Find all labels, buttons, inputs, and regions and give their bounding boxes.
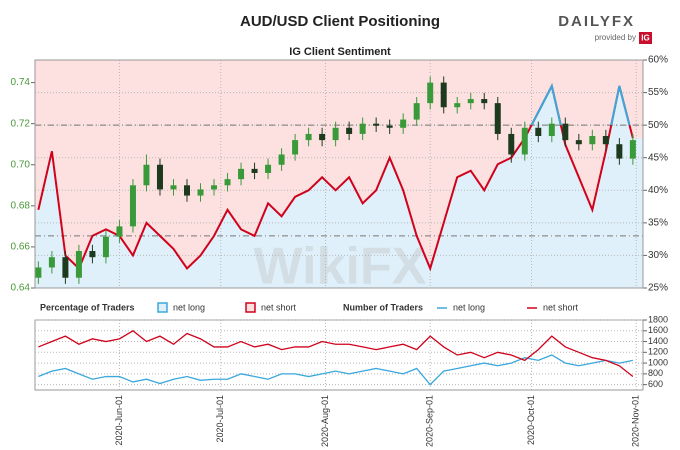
candle-body: [359, 123, 366, 134]
y-tick-label: 0.64: [11, 283, 31, 294]
sentiment-area: [35, 86, 643, 288]
y2-tick-label: 50%: [648, 120, 668, 131]
legend-label: net long: [453, 302, 485, 312]
y-tick-label: 0.68: [11, 200, 31, 211]
candle-body: [521, 127, 528, 155]
legend-swatch: [157, 302, 168, 313]
candle-body: [48, 257, 55, 268]
legend-label: net long: [173, 302, 205, 312]
y-tick-label: 0.66: [11, 242, 31, 253]
candle-body: [332, 127, 339, 141]
candle-body: [184, 185, 190, 196]
candle-body: [89, 251, 96, 258]
chart-subtitle: IG Client Sentiment: [289, 46, 391, 58]
lower-tick-label: 1800: [648, 314, 668, 324]
trader-count-line: [38, 354, 633, 386]
candle-body: [440, 82, 447, 108]
candle-body: [562, 123, 569, 141]
candle-body: [170, 185, 177, 190]
logo-tagline: provided by: [595, 33, 636, 42]
candle-body: [386, 125, 393, 128]
lower-tick-label: 1200: [648, 347, 668, 357]
y2-tick-label: 45%: [648, 152, 668, 163]
x-tick-label: 2020-Jul-01: [215, 395, 225, 443]
candle-body: [535, 127, 542, 136]
candle-body: [508, 133, 515, 155]
candle-body: [62, 257, 69, 278]
candle-body: [602, 136, 609, 145]
legend-label: net short: [261, 302, 297, 312]
candle-body: [467, 99, 474, 104]
legend-title: Number of Traders: [343, 302, 423, 312]
x-tick-label: 2020-Jun-01: [114, 395, 124, 446]
y2-tick-label: 35%: [648, 217, 668, 228]
logo: DAILYFX: [558, 13, 635, 30]
candle-body: [35, 267, 42, 278]
lower-tick-label: 1600: [648, 325, 668, 335]
candle-body: [251, 168, 258, 173]
candle-body: [292, 140, 299, 155]
y2-tick-label: 55%: [648, 87, 668, 98]
candle-body: [305, 133, 312, 141]
candle-body: [548, 123, 555, 136]
y2-tick-label: 60%: [648, 55, 668, 66]
trader-count-line: [38, 329, 634, 378]
candle-body: [75, 251, 82, 278]
lower-tick-label: 1000: [648, 357, 668, 367]
logo-mark: IG: [641, 34, 649, 43]
candle-body: [494, 103, 501, 134]
candle-body: [129, 185, 136, 227]
watermark: WikiFX: [254, 238, 427, 296]
chart-title: AUD/USD Client Positioning: [240, 13, 440, 30]
candle-body: [413, 103, 420, 120]
legend-title: Percentage of Traders: [40, 302, 135, 312]
candle-body: [156, 164, 163, 190]
y-tick-label: 0.74: [11, 77, 31, 88]
x-tick-label: 2020-Oct-01: [526, 395, 536, 445]
candle-body: [319, 133, 326, 141]
candle-body: [278, 154, 285, 165]
x-tick-label: 2020-Nov-01: [631, 395, 641, 447]
y2-tick-label: 30%: [648, 250, 668, 261]
candle-body: [616, 144, 623, 159]
candle-body: [575, 140, 582, 145]
y-tick-label: 0.72: [11, 118, 31, 129]
candle-body: [400, 119, 407, 128]
x-tick-label: 2020-Sep-01: [425, 395, 435, 447]
candle-body: [454, 103, 461, 108]
candle-body: [143, 164, 150, 186]
candle-body: [629, 140, 636, 159]
lower-tick-label: 600: [648, 379, 663, 389]
candle-body: [224, 179, 231, 186]
y2-tick-label: 25%: [648, 283, 668, 294]
candle-body: [265, 164, 272, 173]
lower-tick-label: 1400: [648, 336, 668, 346]
legend-swatch: [245, 302, 256, 313]
candle-body: [481, 99, 488, 104]
candle-body: [427, 82, 434, 104]
logo-badge: [639, 32, 652, 44]
candle-body: [238, 168, 245, 180]
top-frame: [34, 59, 644, 289]
lower-tick-label: 800: [648, 368, 663, 378]
y-tick-label: 0.70: [11, 159, 31, 170]
x-tick-label: 2020-Aug-01: [320, 395, 330, 447]
candle-body: [211, 185, 218, 190]
legend-label: net short: [543, 302, 579, 312]
candle-body: [346, 127, 353, 134]
sentiment-line-long: [530, 83, 631, 126]
candle-body: [197, 189, 204, 196]
y2-tick-label: 40%: [648, 185, 668, 196]
candle-body: [102, 236, 109, 258]
candle-body: [373, 123, 380, 126]
candle-body: [116, 226, 123, 237]
candle-body: [589, 136, 596, 145]
